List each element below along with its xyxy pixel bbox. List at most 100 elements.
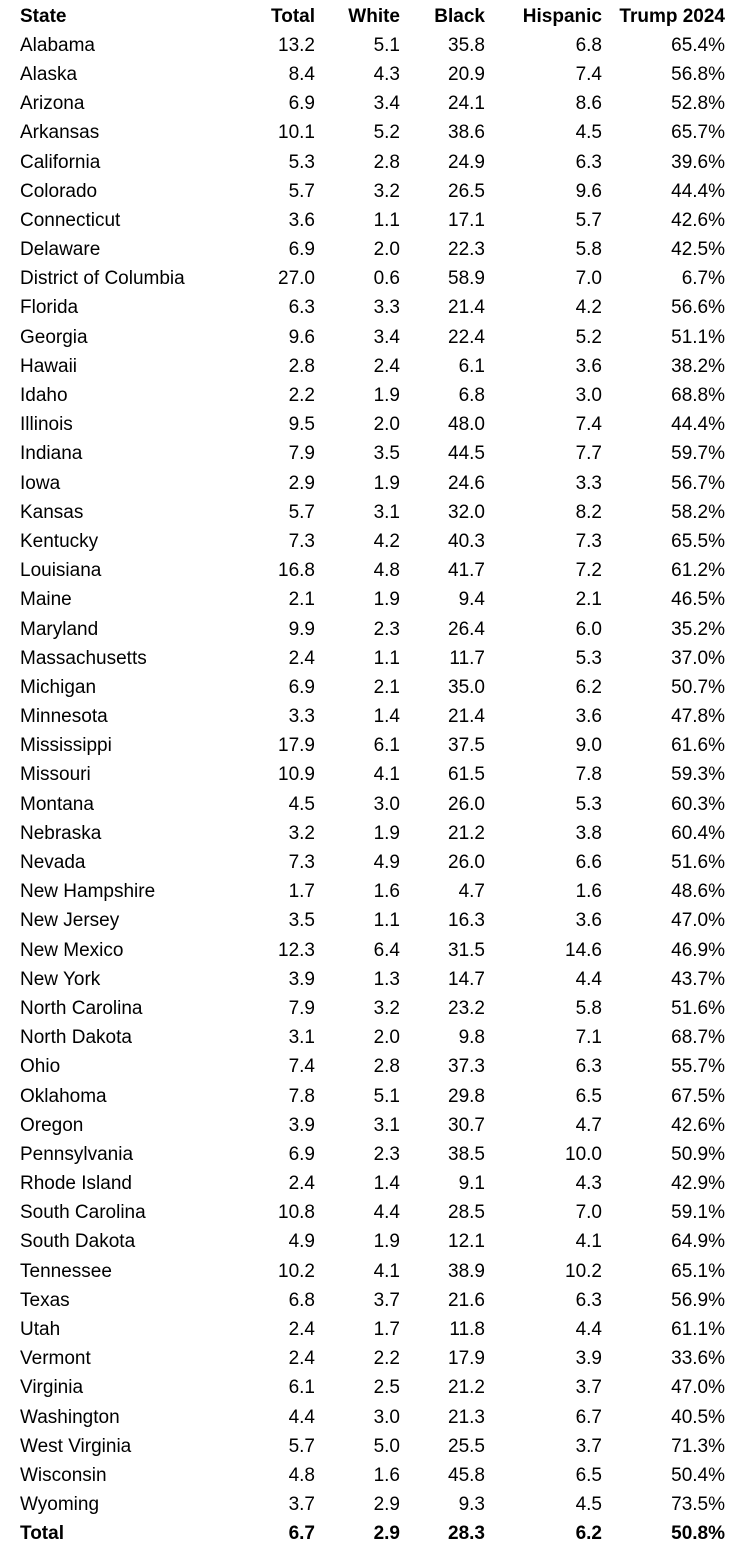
value-cell: 40.5% <box>671 1406 725 1428</box>
value-cell: 8.6 <box>575 93 602 115</box>
table-row: Missouri 10.9 4.1 61.5 7.8 59.3% <box>0 761 725 790</box>
value-cell: 24.9 <box>448 151 485 173</box>
value-cell: 7.2 <box>575 560 602 582</box>
value-cell: 11.8 <box>449 1319 485 1341</box>
value-cell: 28.3 <box>448 1523 485 1545</box>
value-cell: 0.6 <box>373 268 400 290</box>
state-name-cell: Oklahoma <box>20 1085 107 1107</box>
value-cell: 11.7 <box>449 647 485 669</box>
value-cell: 4.8 <box>288 1464 315 1486</box>
value-cell: 10.2 <box>278 1260 315 1282</box>
value-cell: 3.2 <box>373 997 400 1019</box>
value-cell: 14.6 <box>565 939 602 961</box>
table-row: Georgia 9.6 3.4 22.4 5.2 51.1% <box>0 323 725 352</box>
value-cell: 3.5 <box>373 443 400 465</box>
state-name-cell: Utah <box>20 1319 61 1341</box>
value-cell: 71.3% <box>671 1435 725 1457</box>
state-name-cell: California <box>20 151 101 173</box>
value-cell: 2.2 <box>288 385 315 407</box>
value-cell: 3.6 <box>575 910 602 932</box>
value-cell: 12.1 <box>448 1231 485 1253</box>
state-name-cell: Pennsylvania <box>20 1143 134 1165</box>
state-name-cell: Ohio <box>20 1056 61 1078</box>
value-cell: 2.8 <box>373 1056 400 1078</box>
state-statistics-table: State Total White Black Hispanic Trump 2024 A… <box>0 2 725 1549</box>
value-cell: 48.0 <box>448 414 485 436</box>
value-cell: 39.6% <box>671 151 725 173</box>
value-cell: 9.4 <box>458 589 485 611</box>
table-row: Colorado 5.7 3.2 26.5 9.6 44.4% <box>0 177 725 206</box>
value-cell: 4.5 <box>575 1494 602 1516</box>
value-cell: 1.9 <box>373 822 400 844</box>
value-cell: 65.7% <box>671 122 725 144</box>
table-row: Arkansas 10.1 5.2 38.6 4.5 65.7% <box>0 119 725 148</box>
value-cell: 9.6 <box>575 180 602 202</box>
value-cell: 2.9 <box>288 472 315 494</box>
table-row: Louisiana 16.8 4.8 41.7 7.2 61.2% <box>0 557 725 586</box>
table-row: Wyoming 3.7 2.9 9.3 4.5 73.5% <box>0 1491 725 1520</box>
value-cell: 2.8 <box>288 355 315 377</box>
table-row: Alabama 13.2 5.1 35.8 6.8 65.4% <box>0 31 725 60</box>
value-cell: 6.3 <box>575 1289 602 1311</box>
table-row: New Jersey 3.5 1.1 16.3 3.6 47.0% <box>0 907 725 936</box>
state-name-cell: Tennessee <box>20 1260 112 1282</box>
value-cell: 6.9 <box>288 93 315 115</box>
state-name-cell: Florida <box>20 297 79 319</box>
value-cell: 45.8 <box>448 1464 485 1486</box>
value-cell: 3.7 <box>575 1435 602 1457</box>
state-name-cell: Virginia <box>20 1377 84 1399</box>
table-row: South Carolina 10.8 4.4 28.5 7.0 59.1% <box>0 1199 725 1228</box>
value-cell: 3.2 <box>288 822 315 844</box>
value-cell: 2.1 <box>373 676 400 698</box>
value-cell: 7.4 <box>575 414 602 436</box>
state-name-cell: Vermont <box>20 1348 91 1370</box>
table-row: Nebraska 3.2 1.9 21.2 3.8 60.4% <box>0 819 725 848</box>
value-cell: 67.5% <box>671 1085 725 1107</box>
table-row: Nevada 7.3 4.9 26.0 6.6 51.6% <box>0 848 725 877</box>
header-row: State Total White Black Hispanic Trump 2024 <box>0 2 725 31</box>
state-name-cell: North Carolina <box>20 997 143 1019</box>
value-cell: 1.9 <box>373 385 400 407</box>
value-cell: 8.2 <box>575 501 602 523</box>
state-name-cell: Maine <box>20 589 72 611</box>
value-cell: 4.5 <box>575 122 602 144</box>
value-cell: 3.4 <box>373 93 400 115</box>
value-cell: 50.8% <box>671 1523 725 1545</box>
value-cell: 7.9 <box>288 443 315 465</box>
value-cell: 5.0 <box>373 1435 400 1457</box>
value-cell: 3.0 <box>575 385 602 407</box>
value-cell: 2.4 <box>288 647 315 669</box>
value-cell: 9.1 <box>458 1173 485 1195</box>
table-row: Alaska 8.4 4.3 20.9 7.4 56.8% <box>0 60 725 89</box>
value-cell: 1.9 <box>373 1231 400 1253</box>
value-cell: 55.7% <box>671 1056 725 1078</box>
value-cell: 37.0% <box>671 647 725 669</box>
value-cell: 6.8 <box>575 34 602 56</box>
value-cell: 6.9 <box>288 239 315 261</box>
value-cell: 68.7% <box>671 1027 725 1049</box>
value-cell: 9.9 <box>288 618 315 640</box>
table-row: Ohio 7.4 2.8 37.3 6.3 55.7% <box>0 1053 725 1082</box>
table-row: North Dakota 3.1 2.0 9.8 7.1 68.7% <box>0 1024 725 1053</box>
value-cell: 68.8% <box>671 385 725 407</box>
state-name-cell: Connecticut <box>20 209 121 231</box>
state-name-cell: Indiana <box>20 443 83 465</box>
value-cell: 61.2% <box>671 560 725 582</box>
value-cell: 58.9 <box>448 268 485 290</box>
value-cell: 35.2% <box>671 618 725 640</box>
total-row: Total 6.7 2.9 28.3 6.2 50.8% <box>0 1520 725 1549</box>
value-cell: 27.0 <box>278 268 315 290</box>
value-cell: 17.9 <box>278 735 315 757</box>
state-name-cell: Michigan <box>20 676 97 698</box>
value-cell: 1.9 <box>373 472 400 494</box>
value-cell: 6.5 <box>575 1085 602 1107</box>
value-cell: 42.6% <box>671 1114 725 1136</box>
value-cell: 26.0 <box>448 852 485 874</box>
table-row: Arizona 6.9 3.4 24.1 8.6 52.8% <box>0 90 725 119</box>
state-name-cell: New Jersey <box>20 910 120 932</box>
value-cell: 4.7 <box>458 881 485 903</box>
value-cell: 22.4 <box>448 326 485 348</box>
table-row: Connecticut 3.6 1.1 17.1 5.7 42.6% <box>0 206 725 235</box>
table-row: Massachusetts 2.4 1.1 11.7 5.3 37.0% <box>0 644 725 673</box>
state-name-cell: Montana <box>20 793 94 815</box>
